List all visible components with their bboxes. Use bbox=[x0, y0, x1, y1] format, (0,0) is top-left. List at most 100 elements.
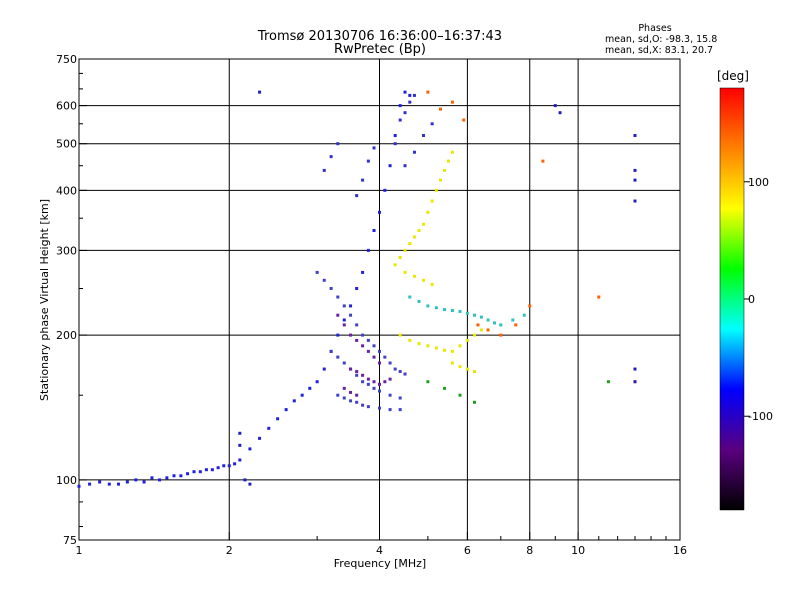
data-point bbox=[458, 344, 462, 348]
data-point bbox=[355, 194, 359, 198]
data-point bbox=[355, 400, 359, 404]
data-point bbox=[398, 255, 402, 259]
data-point bbox=[329, 286, 333, 290]
data-point bbox=[408, 295, 412, 299]
data-point bbox=[258, 90, 262, 94]
colorbar-tick-label: 0 bbox=[748, 293, 755, 306]
data-point bbox=[366, 382, 370, 386]
data-point bbox=[426, 380, 430, 384]
data-point bbox=[462, 118, 466, 122]
data-point bbox=[430, 122, 434, 126]
data-point bbox=[450, 309, 454, 313]
colorbar-unit: [deg] bbox=[717, 69, 749, 83]
data-point bbox=[412, 93, 416, 97]
chart-title: Tromsø 20130706 16:36:00–16:37:43 bbox=[257, 29, 502, 44]
data-point bbox=[336, 295, 340, 299]
data-point bbox=[403, 164, 407, 168]
y-axis-ticks: 75 100 200 300 400 500 600 750 bbox=[56, 53, 87, 547]
data-point bbox=[479, 315, 483, 319]
data-point bbox=[300, 393, 304, 397]
data-point bbox=[476, 323, 480, 327]
data-point bbox=[403, 270, 407, 274]
data-point bbox=[210, 468, 214, 472]
data-point bbox=[361, 403, 365, 407]
y-tick-label: 100 bbox=[56, 474, 77, 487]
x-axis-ticks: 1 2 4 6 8 10 16 bbox=[76, 532, 687, 557]
colorbar-ticks: 100 0 -100 bbox=[744, 176, 773, 423]
data-point bbox=[98, 480, 102, 484]
colorbar-tick-label: 100 bbox=[748, 176, 769, 189]
data-point bbox=[633, 199, 637, 203]
data-point bbox=[372, 355, 376, 359]
data-point bbox=[633, 380, 637, 384]
data-point bbox=[511, 318, 515, 322]
data-point bbox=[378, 382, 381, 386]
data-point bbox=[361, 178, 365, 182]
data-point bbox=[284, 408, 288, 412]
data-point bbox=[426, 344, 430, 348]
data-point bbox=[458, 393, 462, 397]
data-point bbox=[361, 270, 365, 274]
data-point bbox=[398, 104, 402, 108]
data-point bbox=[248, 482, 252, 486]
data-point bbox=[421, 278, 425, 282]
data-point bbox=[421, 222, 425, 226]
data-point bbox=[355, 370, 359, 374]
data-point bbox=[276, 417, 280, 421]
data-point bbox=[366, 349, 370, 353]
data-point bbox=[366, 159, 370, 163]
data-point bbox=[633, 134, 637, 138]
data-point bbox=[192, 470, 196, 474]
data-point bbox=[393, 263, 397, 267]
data-point bbox=[412, 235, 416, 239]
data-point bbox=[426, 90, 430, 94]
x-tick-label: 16 bbox=[673, 544, 687, 557]
phase-stats-x: mean, sd,X: 83.1, 20.7 bbox=[605, 45, 713, 56]
data-point bbox=[450, 150, 454, 154]
data-point bbox=[417, 342, 421, 346]
data-point bbox=[329, 349, 333, 353]
data-point bbox=[426, 210, 430, 214]
phase-stats-o: mean, sd,O: -98.3, 15.8 bbox=[605, 34, 717, 45]
data-point bbox=[472, 400, 476, 404]
data-point bbox=[499, 333, 503, 337]
data-point bbox=[398, 370, 402, 374]
data-point bbox=[553, 104, 557, 108]
data-point bbox=[388, 164, 392, 168]
data-point bbox=[308, 386, 312, 390]
data-point bbox=[366, 338, 370, 342]
data-point bbox=[378, 349, 381, 353]
data-point bbox=[421, 134, 425, 138]
x-tick-label: 6 bbox=[464, 544, 471, 557]
data-point bbox=[378, 406, 381, 410]
data-point bbox=[486, 328, 490, 332]
data-point bbox=[417, 299, 421, 303]
data-point bbox=[216, 466, 220, 470]
grid-lines bbox=[79, 59, 680, 540]
data-point bbox=[336, 355, 340, 359]
data-point bbox=[238, 458, 242, 462]
data-point bbox=[222, 464, 226, 468]
data-point bbox=[417, 228, 421, 232]
data-point bbox=[408, 100, 412, 104]
data-point bbox=[267, 426, 271, 430]
data-point bbox=[372, 386, 376, 390]
data-point bbox=[606, 380, 610, 384]
data-point bbox=[349, 390, 353, 394]
data-point bbox=[248, 447, 252, 451]
data-point bbox=[378, 361, 381, 365]
data-point bbox=[434, 346, 438, 350]
data-point bbox=[486, 318, 490, 322]
data-point bbox=[499, 323, 503, 327]
data-point bbox=[443, 308, 447, 312]
data-point bbox=[322, 367, 326, 371]
data-point bbox=[107, 482, 111, 486]
data-point bbox=[403, 248, 407, 252]
data-point bbox=[443, 348, 447, 352]
data-point bbox=[355, 338, 359, 342]
data-point bbox=[204, 468, 208, 472]
data-point bbox=[388, 377, 392, 381]
data-point bbox=[342, 361, 346, 365]
data-point bbox=[134, 478, 138, 482]
data-point bbox=[322, 168, 326, 172]
